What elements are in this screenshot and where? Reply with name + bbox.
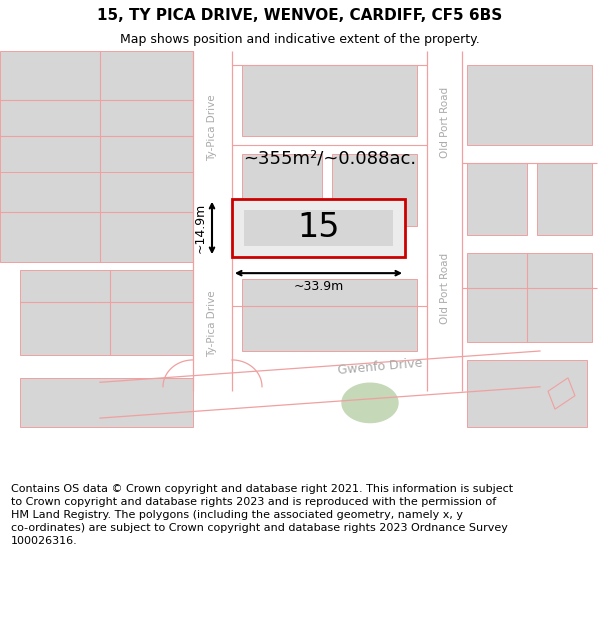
Polygon shape: [548, 378, 575, 409]
Bar: [537, 163, 592, 234]
Text: Ty-Pica Drive: Ty-Pica Drive: [208, 94, 218, 161]
Text: Old Port Road: Old Port Road: [439, 253, 449, 324]
Bar: [0, 51, 193, 172]
Bar: [232, 199, 405, 257]
Text: Old Port Road: Old Port Road: [439, 88, 449, 158]
Polygon shape: [342, 383, 398, 423]
Bar: [467, 64, 592, 145]
Text: Gwenfo Drive: Gwenfo Drive: [337, 357, 423, 377]
Text: ~14.9m: ~14.9m: [194, 203, 207, 253]
Text: ~33.9m: ~33.9m: [293, 280, 344, 293]
Bar: [427, 51, 462, 387]
Bar: [244, 209, 393, 246]
Polygon shape: [100, 351, 540, 418]
Bar: [467, 360, 587, 427]
Bar: [242, 154, 322, 226]
Bar: [467, 253, 592, 342]
Text: Ty-Pica Drive: Ty-Pica Drive: [208, 291, 218, 357]
Bar: [467, 163, 527, 234]
Bar: [232, 199, 405, 257]
Bar: [332, 154, 417, 226]
Text: Contains OS data © Crown copyright and database right 2021. This information is : Contains OS data © Crown copyright and d…: [11, 484, 513, 546]
Bar: [20, 378, 193, 427]
Text: Map shows position and indicative extent of the property.: Map shows position and indicative extent…: [120, 34, 480, 46]
Text: 15: 15: [297, 211, 340, 244]
Bar: [242, 279, 417, 351]
Text: 15, TY PICA DRIVE, WENVOE, CARDIFF, CF5 6BS: 15, TY PICA DRIVE, WENVOE, CARDIFF, CF5 …: [97, 8, 503, 23]
Bar: [0, 172, 193, 261]
Bar: [242, 64, 417, 136]
Text: ~355m²/~0.088ac.: ~355m²/~0.088ac.: [243, 149, 416, 168]
Bar: [20, 271, 193, 356]
Bar: [193, 51, 232, 387]
